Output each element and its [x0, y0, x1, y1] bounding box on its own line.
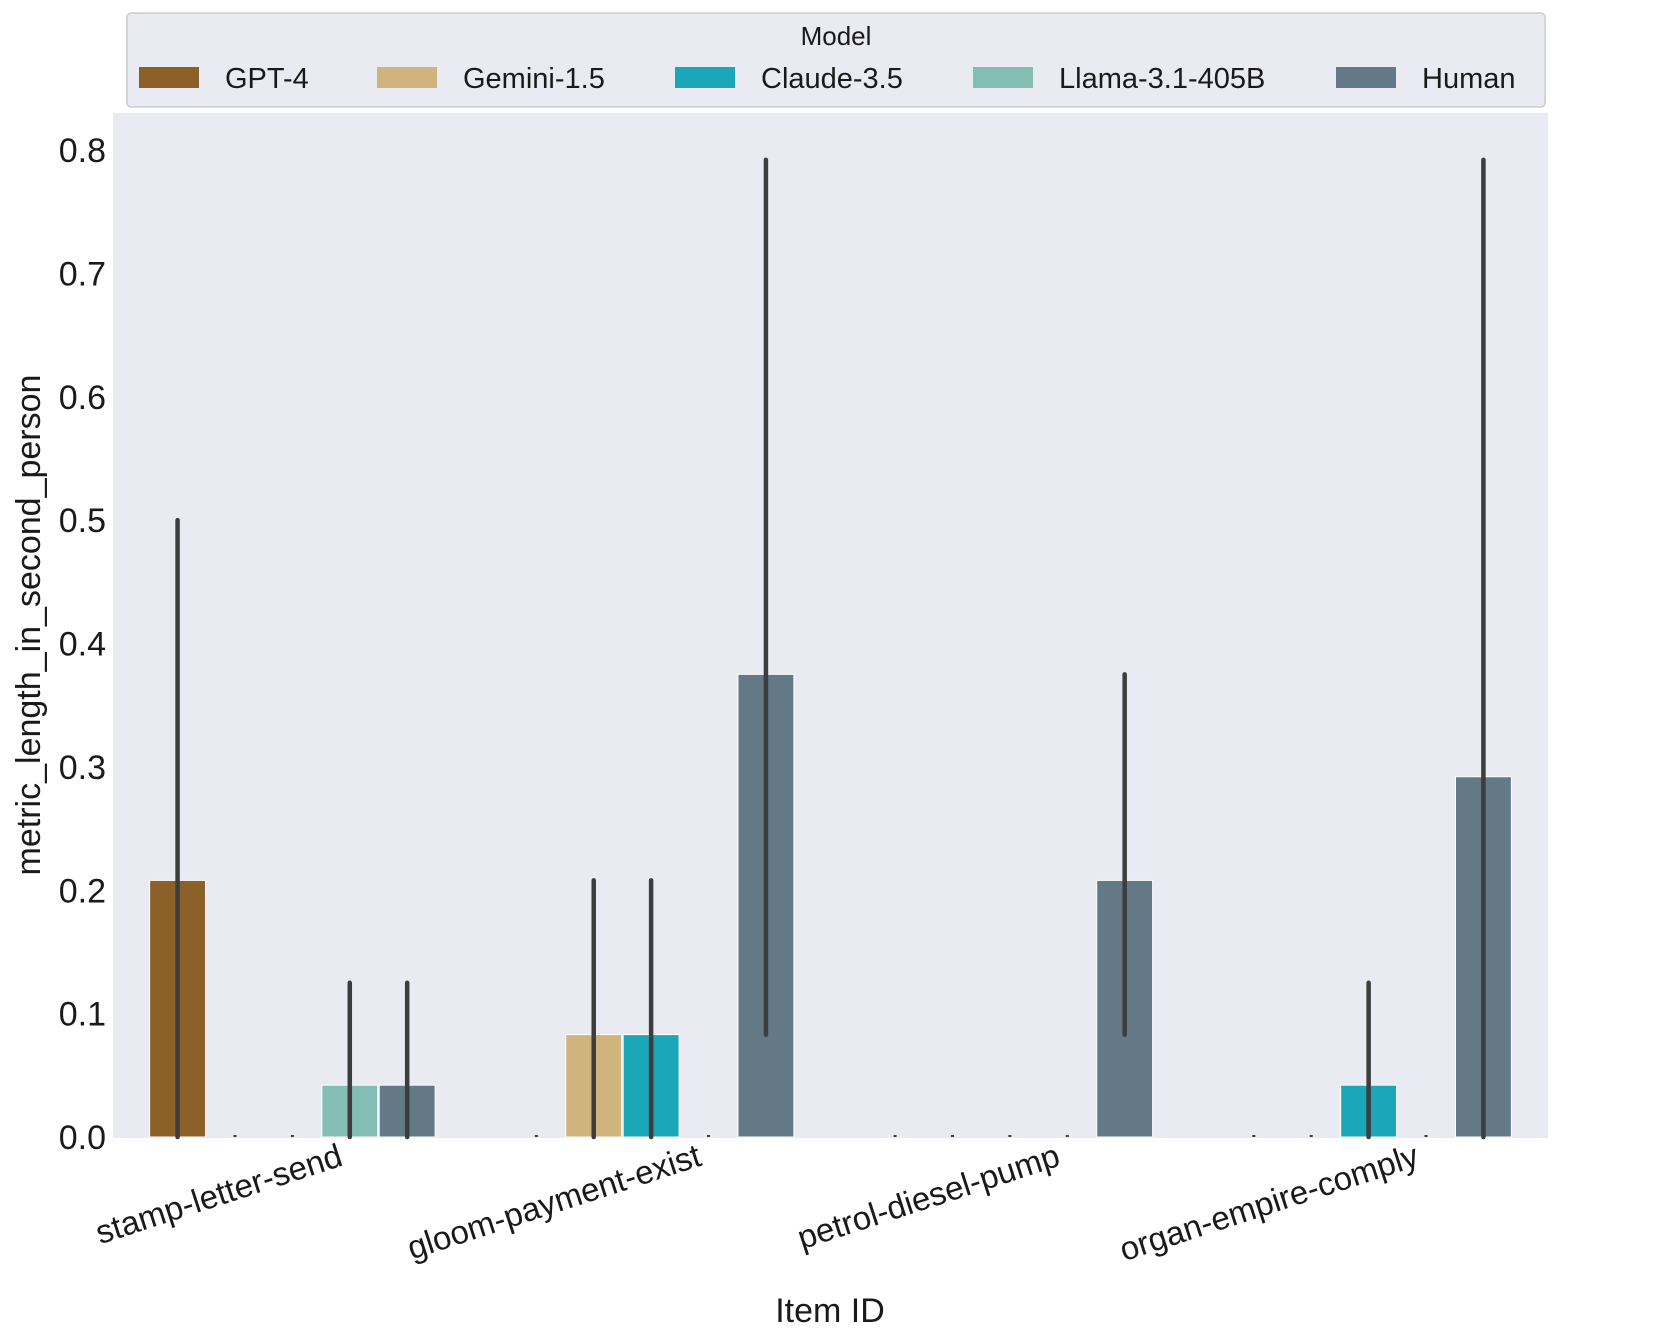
y-tick-label: 0.2	[59, 872, 106, 910]
legend-label: GPT-4	[225, 63, 309, 95]
legend-title: Model	[801, 21, 872, 51]
y-tick-label: 0.4	[59, 626, 106, 664]
y-tick-label: 0.6	[59, 379, 106, 417]
y-axis-ticks: 0.0 0.1 0.2 0.3 0.4 0.5 0.6 0.7 0.8	[59, 132, 106, 1157]
legend-frame	[126, 12, 1546, 108]
error-bars	[175, 157, 1486, 1140]
legend-label: Llama-3.1-405B	[1059, 63, 1265, 95]
y-tick-label: 0.8	[59, 132, 106, 170]
legend-swatch	[973, 67, 1033, 88]
y-tick-label: 0.7	[59, 255, 106, 293]
legend-swatch	[139, 67, 199, 88]
y-axis-label: metric_length_in_second_person	[10, 375, 48, 876]
legend-label: Claude-3.5	[761, 63, 903, 95]
x-axis-ticks: stamp-letter-send gloom-payment-exist petr…	[91, 1136, 1423, 1268]
x-tick-label: organ-empire-comply	[1115, 1136, 1423, 1268]
legend-label: Human	[1422, 63, 1516, 95]
x-tick-label: petrol-diesel-pump	[793, 1136, 1064, 1256]
legend-swatch	[675, 67, 735, 88]
y-tick-label: 0.5	[59, 502, 106, 540]
plot-background	[113, 113, 1548, 1138]
legend-label: Gemini-1.5	[463, 63, 605, 95]
y-tick-label: 0.3	[59, 749, 106, 787]
x-tick-label: stamp-letter-send	[91, 1136, 347, 1251]
legend-swatch	[377, 67, 437, 88]
legend-swatch	[1336, 67, 1396, 88]
x-tick-label: gloom-payment-exist	[403, 1136, 706, 1266]
x-axis-label: Item ID	[775, 1292, 885, 1329]
y-tick-label: 0.0	[59, 1119, 106, 1157]
legend: Model GPT-4 Gemini-1.5 Claude-3.5 Llama-3.1…	[126, 12, 1546, 108]
y-tick-label: 0.1	[59, 996, 106, 1034]
